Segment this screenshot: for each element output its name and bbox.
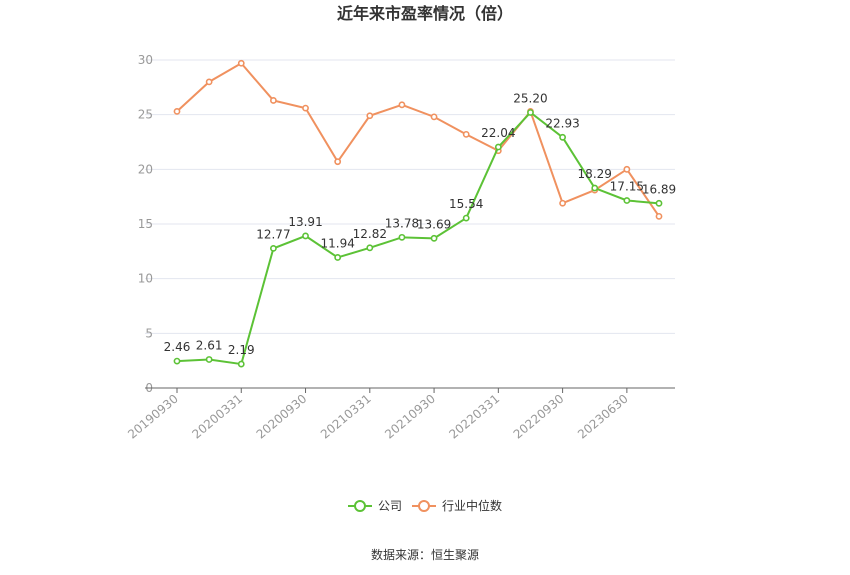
- series-point-0[interactable]: [173, 357, 181, 365]
- series-point-0[interactable]: [559, 133, 566, 141]
- x-tick-label: 20200930: [254, 392, 310, 442]
- series-point-1[interactable]: [269, 97, 277, 104]
- legend-industry-label: 行业中位数: [442, 498, 502, 513]
- series-lines: [173, 59, 663, 368]
- series-point-0[interactable]: [205, 356, 213, 363]
- y-tick-label: 5: [145, 326, 153, 340]
- series-point-1[interactable]: [623, 165, 631, 173]
- chart-title: 近年来市盈率情况（倍）: [337, 4, 513, 23]
- data-label: 16.89: [642, 182, 676, 196]
- series-point-0[interactable]: [334, 254, 342, 261]
- series-point-0[interactable]: [655, 199, 663, 207]
- y-tick-label: 10: [138, 272, 153, 286]
- series-point-0[interactable]: [302, 232, 309, 240]
- y-tick-label: 20: [138, 162, 153, 176]
- x-tick-label: 20200331: [189, 392, 245, 442]
- legend-industry-marker: [418, 500, 430, 512]
- series-point-0[interactable]: [494, 143, 502, 151]
- series-line-1: [176, 62, 660, 217]
- x-tick-label: 20210331: [318, 392, 374, 442]
- series-point-1[interactable]: [559, 199, 566, 207]
- legend: 公司 行业中位数: [348, 498, 502, 513]
- series-point-1[interactable]: [430, 113, 438, 121]
- data-label: 13.69: [417, 217, 451, 231]
- series-line-0: [176, 111, 660, 366]
- y-tick-label: 30: [138, 53, 153, 67]
- data-label: 12.82: [353, 227, 387, 241]
- series-point-1[interactable]: [334, 158, 342, 166]
- series-point-1[interactable]: [205, 78, 213, 86]
- series-point-1[interactable]: [366, 112, 374, 120]
- y-tick-label: 15: [138, 217, 153, 231]
- x-tick-label: 20190930: [125, 392, 181, 442]
- x-tick-label: 20220331: [446, 392, 502, 442]
- series-point-1[interactable]: [237, 59, 245, 67]
- x-tick-label: 20220930: [511, 392, 567, 442]
- y-tick-label: 25: [138, 108, 153, 122]
- series-point-1[interactable]: [655, 212, 663, 220]
- legend-company-label: 公司: [378, 499, 402, 513]
- series-point-0[interactable]: [462, 214, 470, 222]
- series-point-0[interactable]: [398, 233, 406, 241]
- grid-lines: [145, 59, 675, 334]
- legend-item-company[interactable]: 公司: [348, 499, 402, 513]
- legend-company-marker: [354, 500, 366, 512]
- series-point-0[interactable]: [623, 197, 631, 204]
- series-point-0[interactable]: [591, 184, 599, 192]
- data-label: 18.29: [578, 167, 612, 181]
- data-label: 13.91: [288, 215, 322, 229]
- series-point-1[interactable]: [173, 107, 181, 115]
- series-point-1[interactable]: [398, 101, 406, 109]
- data-label: 2.61: [196, 338, 223, 352]
- series-point-0[interactable]: [527, 109, 534, 116]
- x-tick-label: 20230630: [575, 392, 631, 442]
- series-point-0[interactable]: [237, 360, 245, 368]
- data-label: 13.78: [385, 216, 419, 230]
- data-label: 2.19: [228, 343, 255, 357]
- data-label: 22.04: [481, 126, 515, 140]
- x-tick-label: 20210930: [382, 392, 438, 442]
- series-point-1[interactable]: [302, 104, 309, 112]
- legend-item-industry[interactable]: 行业中位数: [412, 498, 502, 513]
- data-label: 17.15: [610, 179, 644, 193]
- data-label: 15.54: [449, 197, 483, 211]
- data-label: 2.46: [164, 340, 191, 354]
- series-point-0[interactable]: [430, 234, 438, 242]
- series-point-1[interactable]: [462, 130, 470, 138]
- data-label: 11.94: [320, 236, 354, 250]
- data-label: 12.77: [256, 227, 290, 241]
- series-point-0[interactable]: [366, 244, 374, 252]
- x-axis-ticks: 20190930 20200331 20200930 20210331 20210930…: [125, 388, 631, 442]
- series-point-0[interactable]: [269, 244, 277, 252]
- data-source: 数据来源：恒生聚源: [371, 547, 479, 562]
- data-label: 22.93: [545, 116, 579, 130]
- data-label: 25.20: [513, 91, 547, 105]
